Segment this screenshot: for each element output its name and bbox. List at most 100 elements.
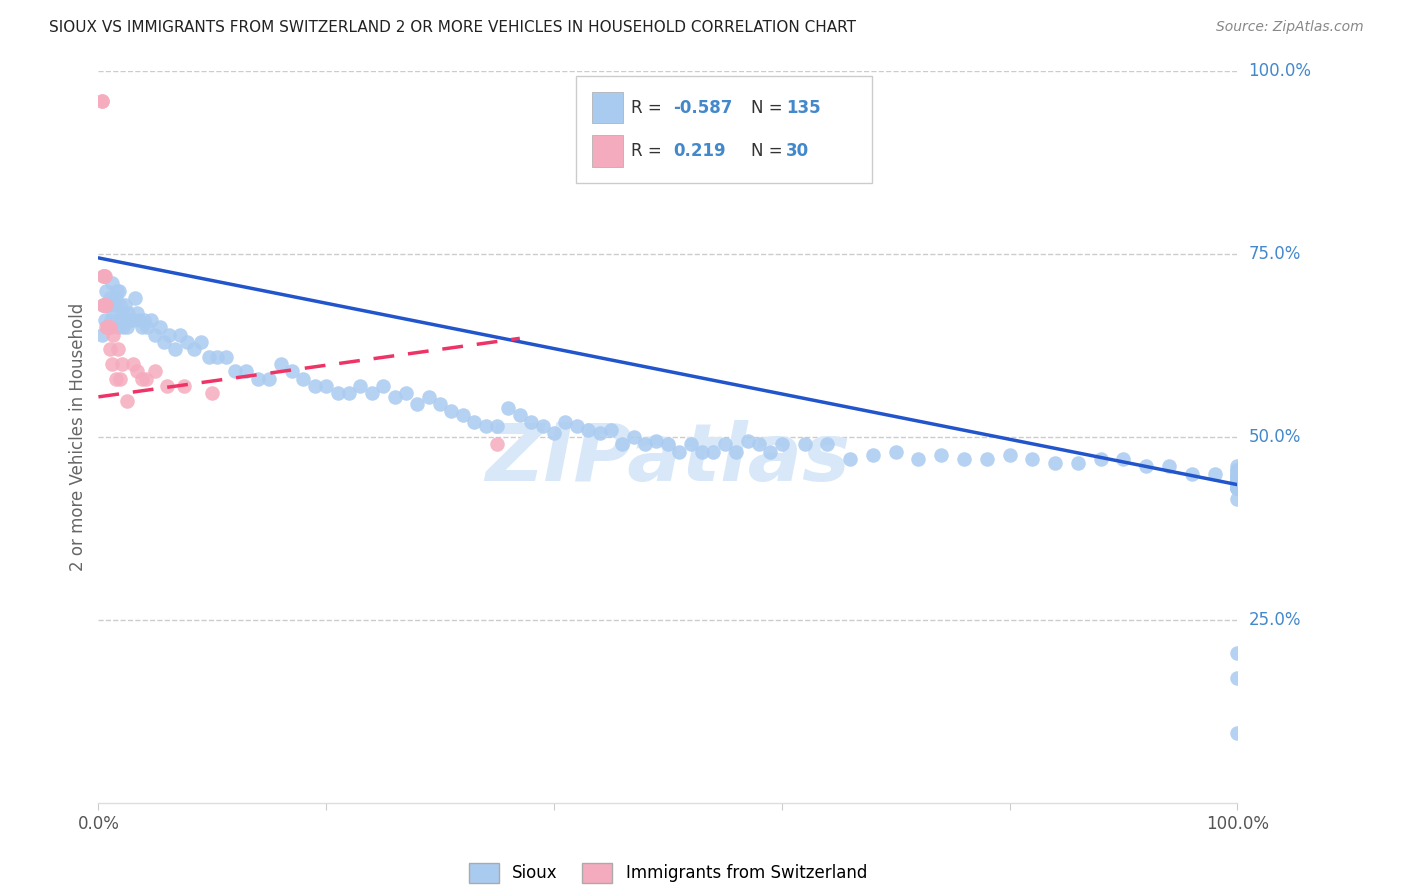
Point	[104, 291, 127, 305]
Point	[90, 327, 112, 342]
Point	[127, 306, 149, 320]
Point	[759, 444, 782, 458]
Text: Source: ZipAtlas.com: Source: ZipAtlas.com	[1216, 20, 1364, 34]
Point	[131, 320, 153, 334]
Point	[1157, 459, 1180, 474]
Point	[1090, 452, 1112, 467]
Point	[157, 327, 180, 342]
Point	[98, 320, 121, 334]
Point	[862, 448, 884, 462]
Point	[1226, 481, 1249, 495]
Text: 135: 135	[786, 99, 821, 117]
Point	[101, 357, 124, 371]
Point	[1226, 474, 1249, 488]
Point	[98, 291, 121, 305]
Point	[103, 298, 125, 312]
Point	[463, 416, 485, 430]
Point	[94, 298, 117, 312]
Point	[702, 444, 724, 458]
Point	[90, 94, 112, 108]
Point	[498, 401, 520, 415]
Point	[770, 437, 793, 451]
Point	[679, 437, 702, 451]
Text: N =: N =	[751, 99, 787, 117]
Point	[690, 444, 713, 458]
Point	[1226, 481, 1249, 495]
Point	[1043, 456, 1066, 470]
Point	[93, 269, 115, 284]
Point	[520, 416, 543, 430]
Point	[748, 437, 770, 451]
Point	[600, 423, 623, 437]
Point	[153, 334, 176, 349]
Point	[1226, 474, 1249, 488]
Point	[108, 371, 131, 385]
Point	[169, 327, 191, 342]
Point	[246, 371, 269, 385]
Point	[839, 452, 862, 467]
Point	[131, 371, 153, 385]
Point	[114, 313, 136, 327]
Text: 100.0%: 100.0%	[1249, 62, 1312, 80]
Point	[1226, 481, 1249, 495]
Point	[1226, 470, 1249, 484]
Point	[93, 298, 115, 312]
Point	[149, 320, 172, 334]
Point	[1226, 474, 1249, 488]
Point	[304, 379, 326, 393]
Point	[292, 371, 315, 385]
Point	[120, 313, 142, 327]
Point	[418, 390, 440, 404]
Point	[1067, 456, 1090, 470]
Text: 50.0%: 50.0%	[1249, 428, 1301, 446]
Point	[117, 306, 139, 320]
Point	[163, 343, 186, 357]
Point	[1226, 672, 1249, 686]
Point	[588, 426, 610, 441]
Point	[108, 284, 131, 298]
Point	[1112, 452, 1135, 467]
Point	[91, 298, 114, 312]
Text: R =: R =	[631, 142, 668, 160]
Point	[135, 371, 157, 385]
Point	[1181, 467, 1204, 481]
Point	[224, 364, 246, 378]
Point	[668, 444, 690, 458]
Point	[337, 386, 360, 401]
Point	[124, 291, 146, 305]
Point	[128, 313, 150, 327]
Point	[98, 343, 121, 357]
Point	[103, 306, 125, 320]
Point	[96, 320, 118, 334]
Point	[121, 313, 143, 327]
Y-axis label: 2 or more Vehicles in Household: 2 or more Vehicles in Household	[69, 303, 87, 571]
Point	[215, 350, 238, 364]
Point	[281, 364, 304, 378]
Point	[96, 320, 118, 334]
Point	[1226, 463, 1249, 477]
Point	[201, 386, 224, 401]
Point	[108, 298, 131, 312]
Text: 25.0%: 25.0%	[1249, 611, 1301, 629]
Point	[205, 350, 228, 364]
Point	[111, 357, 134, 371]
Point	[270, 357, 292, 371]
Point	[94, 269, 117, 284]
Point	[115, 320, 138, 334]
Point	[1135, 459, 1157, 474]
Point	[976, 452, 998, 467]
Legend: Sioux, Immigrants from Switzerland: Sioux, Immigrants from Switzerland	[461, 856, 875, 889]
Point	[101, 277, 124, 291]
Text: SIOUX VS IMMIGRANTS FROM SWITZERLAND 2 OR MORE VEHICLES IN HOUSEHOLD CORRELATION: SIOUX VS IMMIGRANTS FROM SWITZERLAND 2 O…	[49, 20, 856, 35]
Point	[97, 320, 120, 334]
Point	[1226, 470, 1249, 484]
Point	[136, 320, 159, 334]
Point	[91, 298, 114, 312]
Point	[121, 357, 143, 371]
Point	[326, 386, 349, 401]
Point	[110, 313, 132, 327]
Point	[440, 404, 463, 418]
Point	[97, 298, 120, 312]
Point	[907, 452, 929, 467]
Point	[554, 416, 576, 430]
